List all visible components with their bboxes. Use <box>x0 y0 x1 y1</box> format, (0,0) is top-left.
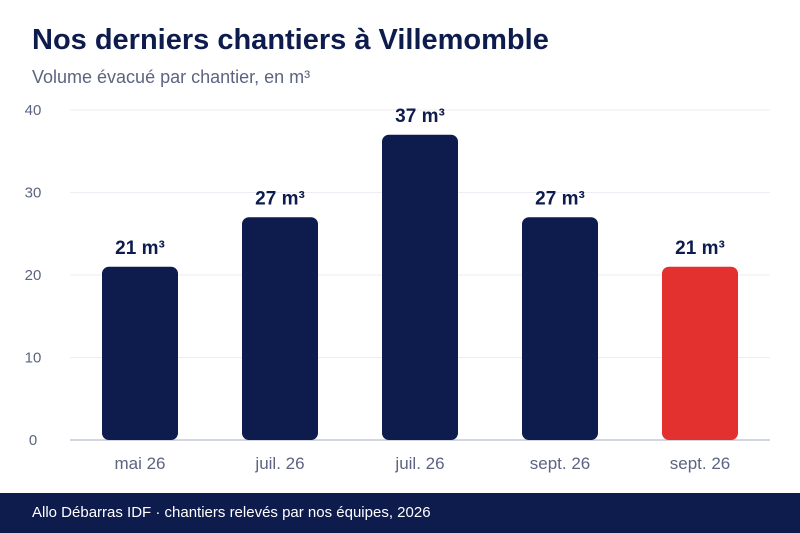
y-tick-label: 20 <box>25 267 42 284</box>
x-tick-label: mai 26 <box>114 454 165 473</box>
bar <box>382 134 458 440</box>
footer-bar: Allo Débarras IDF · chantiers relevés pa… <box>0 493 800 533</box>
bar <box>662 266 738 440</box>
footer-source-text: Allo Débarras IDF · chantiers relevés pa… <box>32 504 431 521</box>
bar <box>522 217 598 440</box>
bar-value-label: 27 m³ <box>535 188 585 209</box>
chart-subtitle: Volume évacué par chantier, en m³ <box>32 67 311 87</box>
bar-chart: 0 10 20 30 40 21 m³ mai 26 27 m³ juil. 26 37 m³ ju… <box>25 102 770 473</box>
bar <box>102 266 178 440</box>
y-tick-label: 0 <box>29 432 37 449</box>
y-tick-label: 30 <box>25 185 42 202</box>
bar-value-label: 37 m³ <box>395 106 445 127</box>
chart-title: Nos derniers chantiers à Villemomble <box>32 24 549 56</box>
bar-value-label: 21 m³ <box>675 238 725 259</box>
bar-value-label: 21 m³ <box>115 238 165 259</box>
y-tick-label: 40 <box>25 102 42 119</box>
bar <box>242 217 318 440</box>
x-tick-label: juil. 26 <box>394 454 444 473</box>
y-tick-label: 10 <box>25 350 42 367</box>
x-tick-label: sept. 26 <box>530 454 591 473</box>
bar-value-label: 27 m³ <box>255 188 305 209</box>
x-tick-label: sept. 26 <box>670 454 731 473</box>
x-tick-label: juil. 26 <box>254 454 304 473</box>
